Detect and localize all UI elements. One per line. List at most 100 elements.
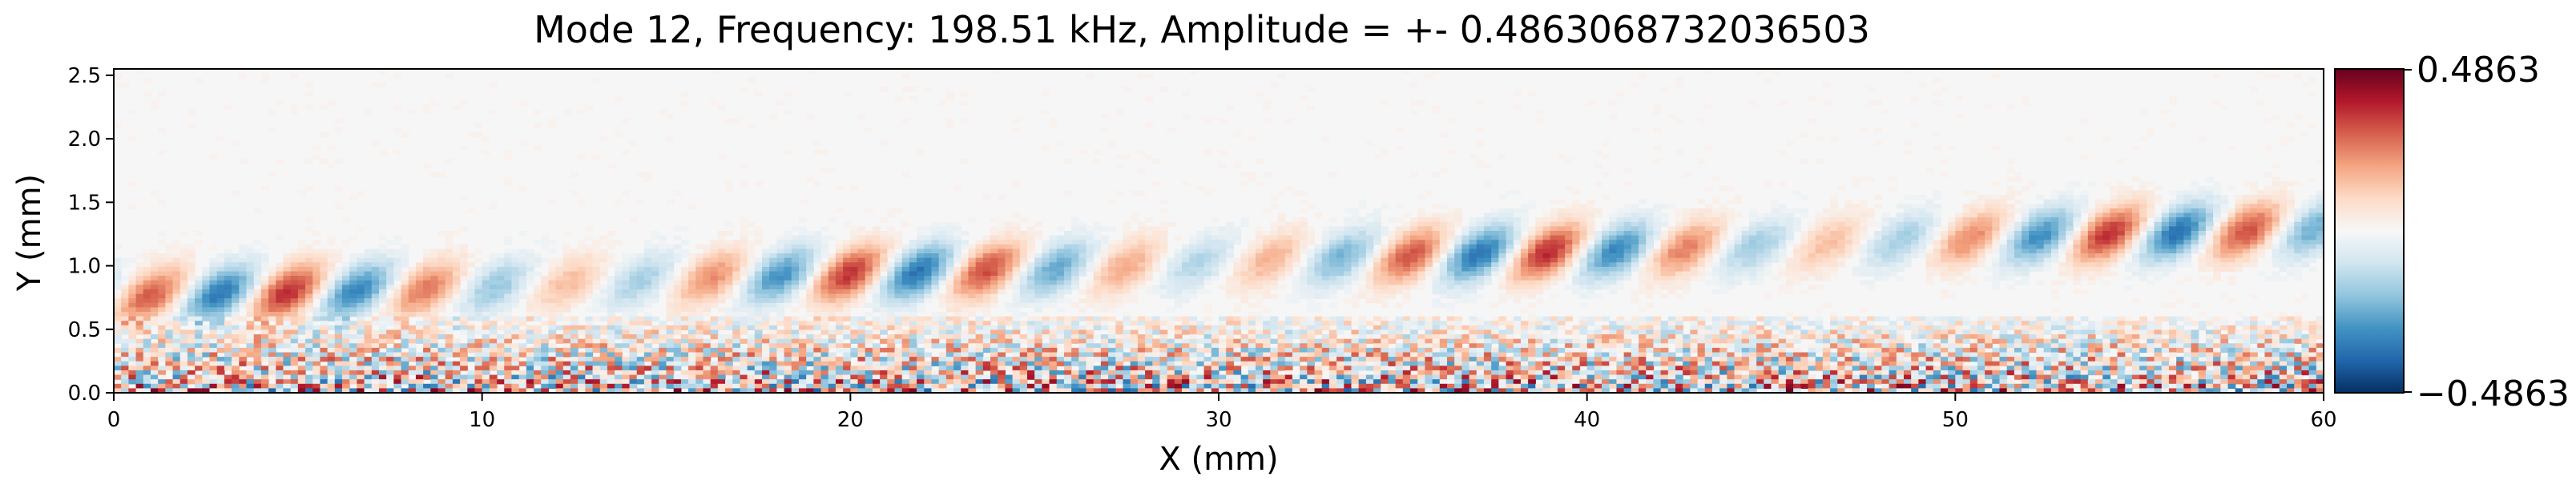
heatmap-cell xyxy=(1586,199,1595,204)
heatmap-cell xyxy=(1778,212,1787,218)
heatmap-cell xyxy=(1933,208,1941,214)
heatmap-cell xyxy=(1410,244,1418,250)
heatmap-cell xyxy=(1093,221,1102,227)
heatmap-cell xyxy=(2036,253,2045,259)
heatmap-cell xyxy=(2117,240,2126,245)
heatmap-cell xyxy=(1925,231,1934,236)
heatmap-cell xyxy=(982,271,991,277)
heatmap-cell xyxy=(828,289,836,295)
heatmap-cell xyxy=(2227,185,2236,192)
heatmap-cell xyxy=(975,262,984,268)
heatmap-cell xyxy=(1270,235,1279,240)
heatmap-cell xyxy=(784,271,792,277)
heatmap-cell xyxy=(1130,253,1139,259)
heatmap-cell xyxy=(526,271,534,277)
heatmap-cell xyxy=(2161,226,2170,232)
heatmap-cell xyxy=(1425,190,1433,196)
heatmap-cell xyxy=(2205,276,2214,281)
heatmap-cell xyxy=(1594,208,1602,214)
heatmap-cell xyxy=(232,262,240,268)
heatmap-cell xyxy=(1859,212,1868,218)
heatmap-cell xyxy=(209,262,218,268)
heatmap-cell xyxy=(1778,253,1787,259)
heatmap-cell xyxy=(1609,266,1618,273)
heatmap-cell xyxy=(622,285,631,290)
heatmap-cell xyxy=(1830,212,1838,218)
heatmap-cell xyxy=(2022,217,2030,223)
heatmap-cell xyxy=(1594,266,1602,273)
heatmap-cell xyxy=(1992,204,2001,209)
heatmap-cell xyxy=(562,262,571,268)
heatmap-cell xyxy=(2205,231,2214,236)
heatmap-cell xyxy=(1771,240,1780,245)
heatmap-cell xyxy=(460,293,468,299)
heatmap-cell xyxy=(1683,257,1691,263)
heatmap-cell xyxy=(195,276,203,281)
heatmap-cell xyxy=(1631,82,1639,88)
heatmap-cell xyxy=(1778,285,1787,290)
heatmap-cell xyxy=(504,181,513,187)
heatmap-cell xyxy=(2213,257,2221,263)
heatmap-cell xyxy=(1093,249,1102,254)
heatmap-cell xyxy=(901,293,910,299)
heatmap-cell xyxy=(791,276,800,281)
heatmap-cell xyxy=(1653,253,1662,259)
heatmap-cell xyxy=(1609,221,1618,227)
heatmap-cell xyxy=(1454,244,1462,250)
heatmap-cell xyxy=(1586,244,1595,250)
heatmap-cell xyxy=(872,298,881,304)
heatmap-cell xyxy=(901,249,910,254)
heatmap-cell xyxy=(2220,221,2229,227)
heatmap-cell xyxy=(673,235,682,240)
heatmap-cell xyxy=(1867,235,1875,240)
heatmap-cell xyxy=(474,131,483,137)
heatmap-cell xyxy=(2227,212,2236,218)
heatmap-cell xyxy=(172,285,181,290)
heatmap-cell xyxy=(121,298,129,304)
heatmap-cell xyxy=(2235,249,2243,254)
heatmap-cell xyxy=(334,293,343,299)
heatmap-cell xyxy=(850,244,859,250)
heatmap-cell xyxy=(1550,231,1558,236)
heatmap-cell xyxy=(1270,280,1279,285)
heatmap-cell xyxy=(2147,131,2155,137)
heatmap-cell xyxy=(2066,257,2074,263)
heatmap-cell xyxy=(1469,289,1477,295)
heatmap-cell xyxy=(1683,262,1691,268)
heatmap-cell xyxy=(1402,271,1411,277)
heatmap-cell xyxy=(820,249,829,254)
heatmap-cell xyxy=(2198,276,2207,281)
heatmap-cell xyxy=(1432,257,1441,263)
heatmap-cell xyxy=(629,266,638,273)
heatmap-cell xyxy=(1602,195,1610,200)
heatmap-cell xyxy=(806,266,814,273)
heatmap-cell xyxy=(982,285,991,290)
heatmap-cell xyxy=(1660,221,1669,227)
heatmap-cell xyxy=(1365,217,1374,223)
heatmap-cell xyxy=(975,298,984,304)
heatmap-cell xyxy=(1741,271,1750,277)
heatmap-cell xyxy=(1123,154,1131,160)
heatmap-cell xyxy=(717,104,726,111)
heatmap-cell xyxy=(1203,289,1212,295)
heatmap-cell xyxy=(1764,226,1772,232)
heatmap-cell xyxy=(209,276,218,281)
heatmap-cell xyxy=(1859,208,1868,214)
heatmap-cell xyxy=(1410,280,1418,285)
heatmap-cell xyxy=(2102,249,2110,254)
heatmap-cell xyxy=(2066,181,2074,187)
heatmap-cell xyxy=(1985,195,1993,200)
heatmap-cell xyxy=(1719,253,1727,259)
heatmap-cell xyxy=(1439,276,1448,281)
heatmap-cell xyxy=(1911,123,1919,128)
heatmap-cell xyxy=(857,280,866,285)
heatmap-cell xyxy=(835,289,844,295)
heatmap-cell xyxy=(2050,195,2059,200)
heatmap-cell xyxy=(555,289,564,295)
heatmap-cell xyxy=(1351,235,1360,240)
heatmap-cell xyxy=(2235,266,2243,273)
heatmap-cell xyxy=(2294,73,2303,79)
heatmap-cell xyxy=(2139,195,2147,200)
heatmap-cell xyxy=(2168,123,2177,128)
heatmap-cell xyxy=(452,253,461,259)
